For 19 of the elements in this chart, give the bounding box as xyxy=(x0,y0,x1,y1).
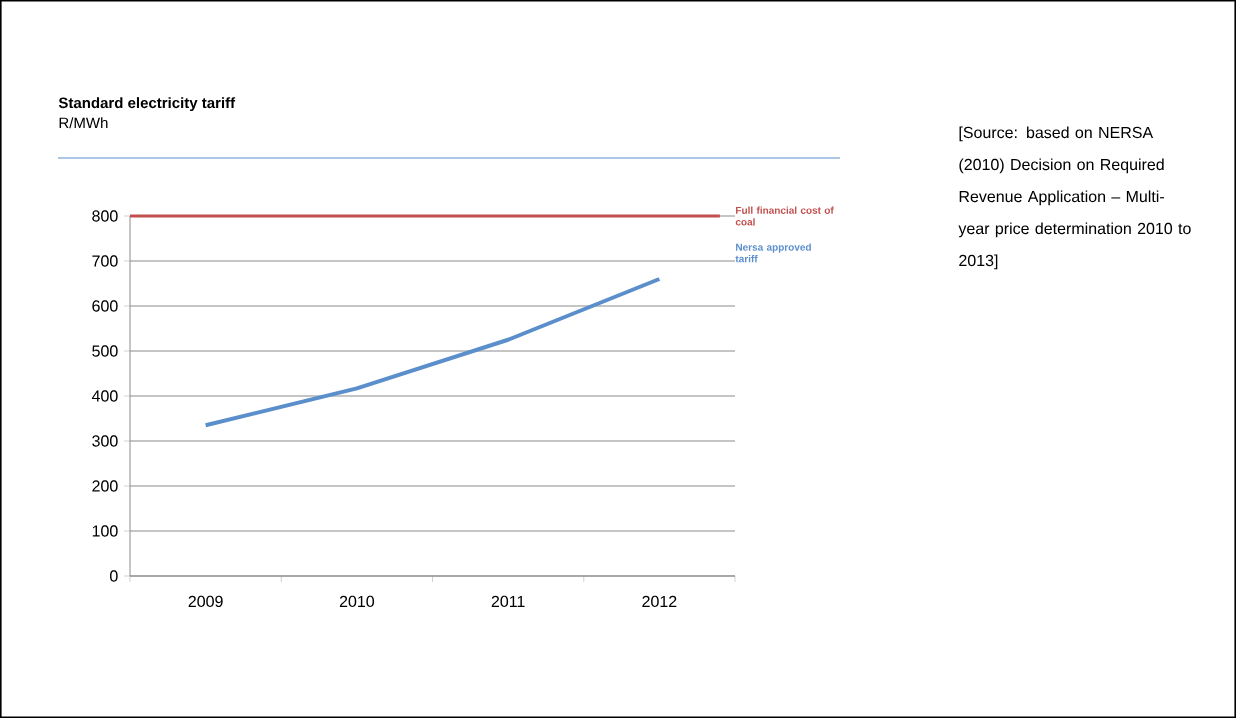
x-tick-label: 2009 xyxy=(188,595,223,608)
chart-subtitle: R/MWh xyxy=(59,117,108,129)
y-tick-label: 600 xyxy=(92,300,118,312)
y-tick-label: 800 xyxy=(92,210,118,222)
y-tick-label: 300 xyxy=(92,435,118,447)
text: Nersa approved tariff xyxy=(735,243,811,263)
x-tick-label: 2010 xyxy=(339,595,375,608)
y-tick-label: 500 xyxy=(92,345,118,357)
x-tick-label: 2012 xyxy=(642,595,677,608)
y-tick-label: 200 xyxy=(92,480,118,492)
y-tick-label: 100 xyxy=(92,525,118,537)
chart-title: Standard electricity tariff xyxy=(58,97,236,112)
y-tick-label: 0 xyxy=(110,570,118,582)
line-series xyxy=(203,277,662,428)
x-tick-label: 2011 xyxy=(491,595,525,608)
y-tick-label: 400 xyxy=(91,390,118,402)
ref-line-label: Full financial cost of coal xyxy=(735,206,834,226)
text: [Source: based on NERSA (2010) Decision on Required Revenue Application – Multi-year price determination 2010 to 2013] xyxy=(958,126,1191,270)
y-tick-label: 700 xyxy=(92,255,118,267)
